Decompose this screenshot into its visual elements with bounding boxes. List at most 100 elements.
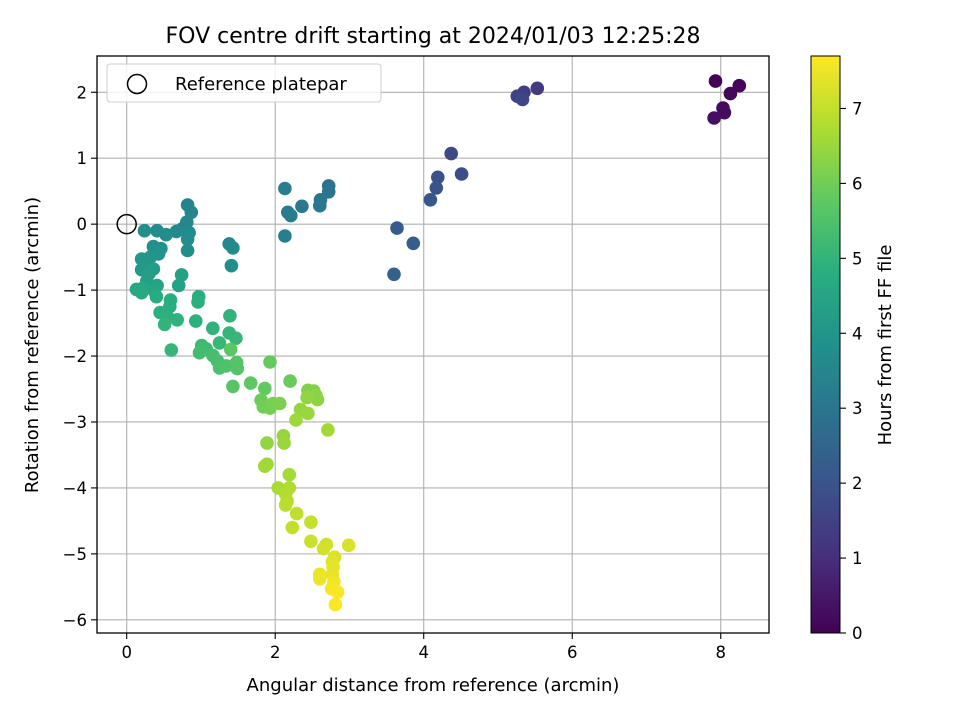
- data-point: [180, 232, 195, 247]
- data-point: [191, 295, 205, 309]
- colorbar-tick-label: 7: [852, 99, 863, 118]
- chart-title: FOV centre drift starting at 2024/01/03 …: [166, 24, 701, 49]
- data-point: [278, 181, 292, 196]
- plot-frame: [96, 55, 770, 634]
- x-tick-label: 0: [121, 643, 132, 662]
- x-axis-label: Angular distance from reference (arcmin): [247, 675, 620, 696]
- legend-box: [106, 63, 382, 103]
- data-point: [272, 396, 287, 411]
- data-point: [137, 223, 152, 238]
- data-point: [284, 208, 298, 223]
- data-point: [289, 506, 304, 521]
- data-point: [429, 181, 444, 195]
- data-point: [444, 146, 459, 161]
- data-point: [212, 336, 227, 350]
- y-tick-label: −3: [63, 413, 87, 432]
- colorbar-label: Hours from first FF file: [875, 245, 896, 446]
- data-point: [219, 359, 233, 373]
- y-axis-ticks: −6 −5 −4 −3 −2 −1 0 1 2: [63, 83, 97, 630]
- data-point: [316, 541, 331, 556]
- data-point: [304, 534, 318, 549]
- data-points: [129, 74, 747, 612]
- data-point: [282, 467, 297, 482]
- data-point: [258, 459, 272, 474]
- data-point: [243, 376, 258, 390]
- data-point: [171, 278, 186, 293]
- x-tick-label: 2: [270, 643, 281, 662]
- legend-marker-open-circle: [126, 73, 148, 95]
- colorbar-tick-label: 3: [852, 399, 863, 418]
- y-tick-label: 2: [77, 83, 88, 102]
- data-point: [390, 221, 404, 235]
- y-axis-label: Rotation from reference (arcmin): [22, 197, 43, 493]
- data-point: [164, 343, 179, 357]
- y-tick-label: −2: [63, 347, 87, 366]
- data-point: [295, 199, 309, 214]
- x-axis-ticks: 0 2 4 6 8: [121, 633, 726, 662]
- data-point: [277, 436, 291, 450]
- data-point: [515, 92, 530, 107]
- data-point: [134, 285, 149, 300]
- data-point: [169, 224, 184, 239]
- data-point: [283, 374, 297, 388]
- data-point: [223, 342, 238, 357]
- data-point: [226, 379, 240, 394]
- data-point: [289, 413, 303, 427]
- legend-entry-label: Reference platepar: [175, 74, 347, 95]
- data-point: [174, 268, 189, 282]
- data-point: [321, 423, 335, 437]
- data-point: [300, 390, 314, 405]
- y-tick-label: −1: [63, 281, 87, 300]
- grid-lines: [97, 56, 769, 633]
- x-tick-label: 4: [418, 643, 429, 662]
- y-tick-label: −6: [63, 611, 87, 630]
- data-point: [157, 317, 172, 332]
- data-point: [328, 597, 343, 612]
- legend: Reference platepar: [106, 63, 382, 103]
- data-point: [313, 198, 327, 213]
- colorbar-tick-label: 2: [852, 474, 863, 493]
- data-point: [159, 227, 173, 242]
- data-point: [258, 381, 272, 396]
- data-point: [732, 78, 747, 93]
- data-point: [226, 241, 240, 255]
- y-tick-label: −5: [63, 545, 87, 564]
- data-point: [192, 345, 207, 360]
- colorbar-tick-label: 5: [852, 249, 863, 268]
- data-point: [189, 314, 203, 328]
- data-point: [406, 236, 421, 251]
- data-point: [278, 229, 292, 243]
- data-point: [304, 515, 318, 529]
- y-tick-label: −4: [63, 479, 87, 498]
- y-tick-label: 0: [77, 215, 88, 234]
- y-tick-label: 1: [77, 149, 88, 168]
- data-point: [278, 498, 293, 512]
- data-point: [530, 81, 545, 96]
- colorbar-tick-label: 4: [852, 324, 863, 343]
- colorbar-gradient: [810, 55, 841, 634]
- data-point: [708, 74, 723, 88]
- colorbar-tick-label: 0: [852, 624, 863, 643]
- data-point: [149, 289, 164, 304]
- data-point: [223, 309, 237, 323]
- data-point: [723, 86, 738, 101]
- data-point: [230, 361, 245, 376]
- data-point: [454, 167, 469, 181]
- data-point: [387, 267, 401, 282]
- data-point: [707, 111, 721, 125]
- colorbar-ticks: 0 1 2 3 4 5 6 7: [840, 99, 863, 643]
- data-point: [341, 538, 356, 553]
- data-point: [717, 105, 732, 120]
- reference-platepar-marker: [116, 213, 137, 235]
- data-point: [301, 406, 315, 421]
- data-point: [224, 258, 239, 273]
- data-point: [423, 193, 438, 207]
- data-point: [431, 170, 445, 185]
- data-point: [263, 355, 277, 369]
- colorbar: 0 1 2 3 4 5 6 7 Hours from first FF file: [810, 55, 896, 643]
- x-tick-label: 8: [715, 643, 726, 662]
- colorbar-tick-label: 1: [852, 549, 863, 568]
- data-point: [330, 585, 345, 599]
- data-point: [310, 392, 325, 407]
